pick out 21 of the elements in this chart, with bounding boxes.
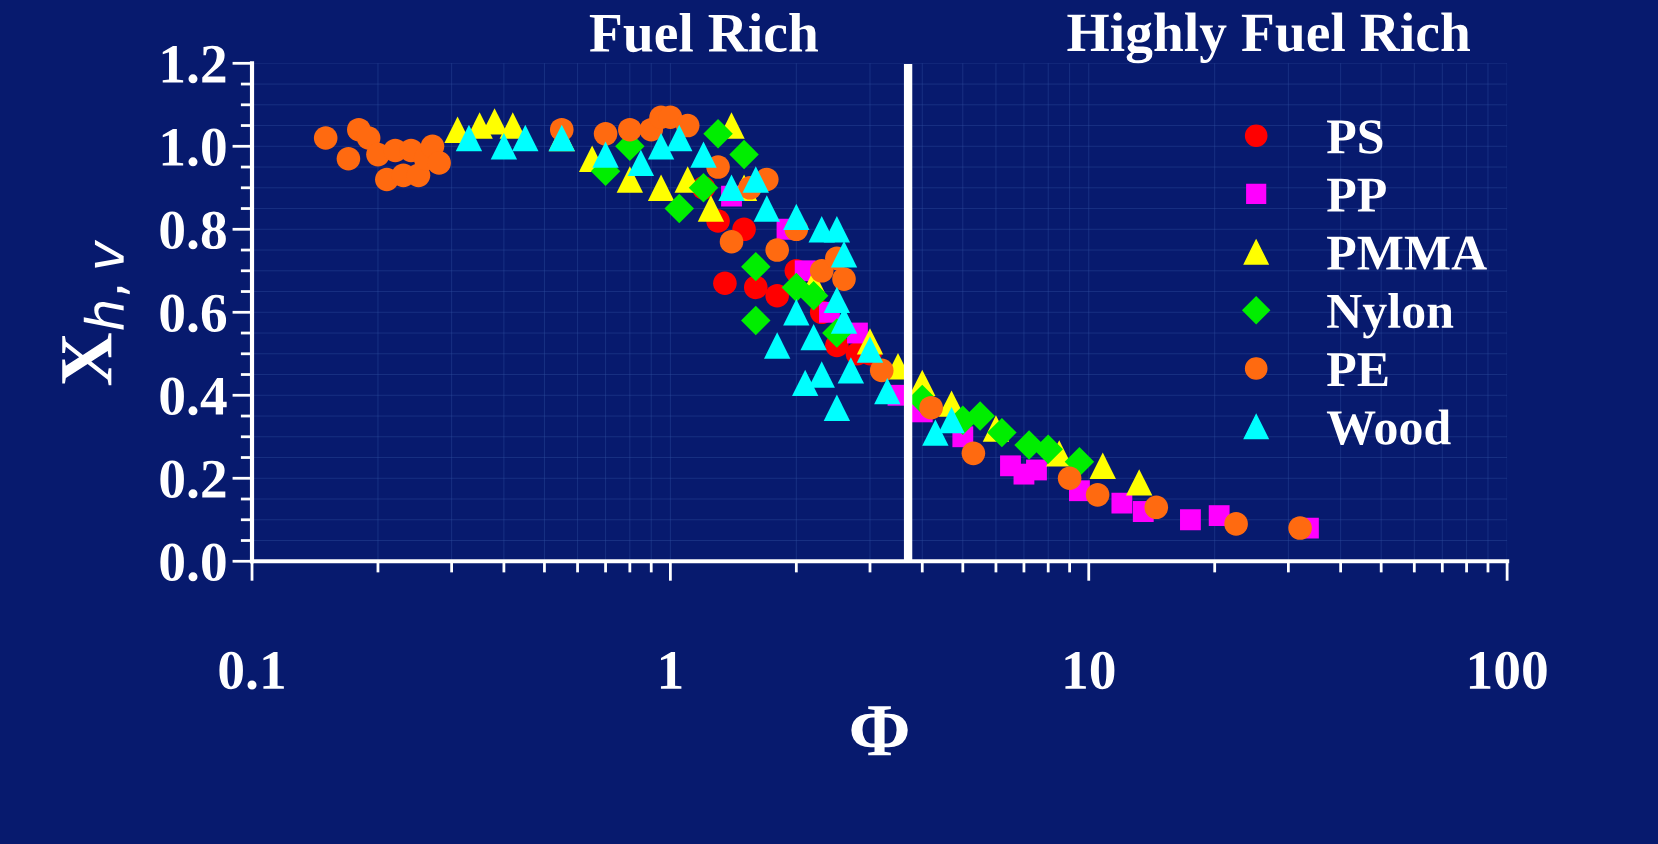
x-tick-label: 100 (1469, 651, 1547, 690)
legend-label: PS (1327, 120, 1383, 154)
legend-label: PMMA (1327, 236, 1487, 270)
legend-label: PP (1327, 178, 1386, 212)
y-tick-label: 0.8 (160, 211, 226, 250)
x-axis-title: Φ (851, 706, 908, 756)
x-tick-label: 10 (1065, 651, 1115, 690)
y-tick-label: 0.4 (160, 377, 227, 416)
y-tick-label: 1.2 (162, 45, 226, 84)
text: Fuel Rich (589, 12, 818, 53)
x-tick-label: 0.1 (219, 651, 284, 690)
y-tick-label: 1.0 (162, 128, 226, 167)
legend-label: Wood (1326, 409, 1451, 445)
annotation: Highly Fuel Rich (1067, 12, 1470, 64)
legend-label: PE (1327, 353, 1388, 386)
y-tick-label: 0.0 (160, 543, 226, 582)
y-axis-title: X$_{h,v}$ (62, 239, 130, 386)
y-tick-label: 0.6 (160, 294, 227, 333)
legend-label: Nylon (1327, 293, 1454, 339)
y-tick-label: 0.2 (160, 460, 226, 499)
x-tick-label: 1 (660, 652, 682, 689)
